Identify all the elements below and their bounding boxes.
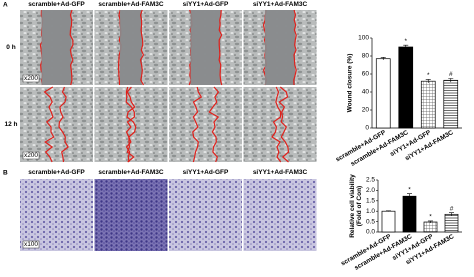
- significance-mark: #: [449, 71, 453, 78]
- bar: [398, 46, 414, 129]
- y-axis-label: (Fold of Con): [356, 186, 363, 226]
- bar: [381, 210, 396, 233]
- wound-edge: [293, 9, 297, 86]
- scale-box: [22, 240, 40, 249]
- wound-gap: [190, 10, 221, 85]
- panel-label: A: [3, 2, 8, 9]
- column-header: scramble+Ad-FAM3C: [98, 1, 164, 8]
- y-tick-label: 2.0: [366, 187, 375, 194]
- error-bar: [386, 210, 391, 212]
- wound-gap: [41, 10, 72, 85]
- micrograph: [169, 87, 242, 162]
- wound-edge: [278, 86, 290, 163]
- micrograph: [20, 179, 93, 251]
- error-bar: [425, 79, 431, 83]
- wound-edge: [271, 86, 282, 163]
- wound-edge: [192, 86, 203, 163]
- column-header: siYY1+Ad-FAM3C: [253, 1, 308, 8]
- significance-mark: *: [427, 72, 430, 79]
- y-tick-label: 100: [358, 35, 369, 42]
- y-tick-label: 0.5: [366, 218, 375, 225]
- column-header: scramble+Ad-FAM3C: [98, 169, 164, 176]
- significance-mark: #: [450, 205, 454, 212]
- magnification: x200: [24, 75, 38, 82]
- y-tick-label: 1.0: [366, 208, 375, 215]
- magnification: x200: [24, 152, 38, 159]
- error-bar: [407, 193, 412, 199]
- significance-mark: *: [404, 38, 407, 45]
- wound-edge: [43, 86, 55, 163]
- y-tick-label: 1.5: [366, 198, 375, 205]
- significance-mark: *: [408, 186, 411, 193]
- bar: [402, 195, 417, 233]
- scale-box: [22, 74, 40, 83]
- row-label: 12 h: [4, 121, 17, 128]
- row-label: 0 h: [6, 44, 15, 51]
- y-tick-label: 60: [362, 71, 370, 78]
- y-tick-label: 0.0: [366, 229, 375, 236]
- column-header: siYY1+Ad-GFP: [183, 1, 229, 8]
- micrograph: [94, 179, 168, 251]
- micrograph: [169, 179, 242, 251]
- column-header: siYY1+Ad-FAM3C: [253, 169, 308, 176]
- y-tick-label: 20: [362, 107, 370, 114]
- micrograph: [20, 87, 93, 162]
- wound-edge: [125, 86, 136, 163]
- wound-edge: [69, 9, 74, 86]
- bar: [420, 80, 436, 129]
- y-tick-label: 40: [362, 89, 370, 96]
- y-tick-label: 0: [365, 125, 369, 132]
- bar: [375, 58, 391, 129]
- scale-box: [22, 151, 40, 160]
- bar: [444, 213, 459, 233]
- bar: [423, 221, 438, 233]
- y-axis-label: Relative cell viability: [349, 174, 356, 238]
- wound-edge: [58, 86, 69, 163]
- wound-edge: [208, 86, 220, 163]
- bar: [443, 79, 459, 129]
- micrograph: [243, 87, 317, 162]
- column-header: scramble+Ad-GFP: [28, 169, 85, 176]
- significance-mark: *: [429, 214, 432, 221]
- column-header: siYY1+Ad-GFP: [183, 169, 229, 176]
- error-bar: [403, 44, 409, 49]
- error-bar: [380, 57, 386, 61]
- y-tick-label: 80: [362, 53, 370, 60]
- panel-label: B: [3, 170, 8, 177]
- magnification: x100: [24, 241, 38, 248]
- y-tick-label: 2.5: [366, 177, 375, 184]
- y-axis-label: Wound closure (%): [347, 54, 354, 113]
- error-bar: [448, 78, 454, 83]
- error-bar: [428, 220, 433, 224]
- wound-edge: [139, 9, 145, 86]
- micrograph: [243, 179, 317, 251]
- wound-gap: [120, 10, 142, 85]
- column-header: scramble+Ad-GFP: [28, 1, 85, 8]
- wound-gap: [265, 10, 295, 85]
- wound-edge: [218, 9, 223, 86]
- error-bar: [449, 212, 454, 216]
